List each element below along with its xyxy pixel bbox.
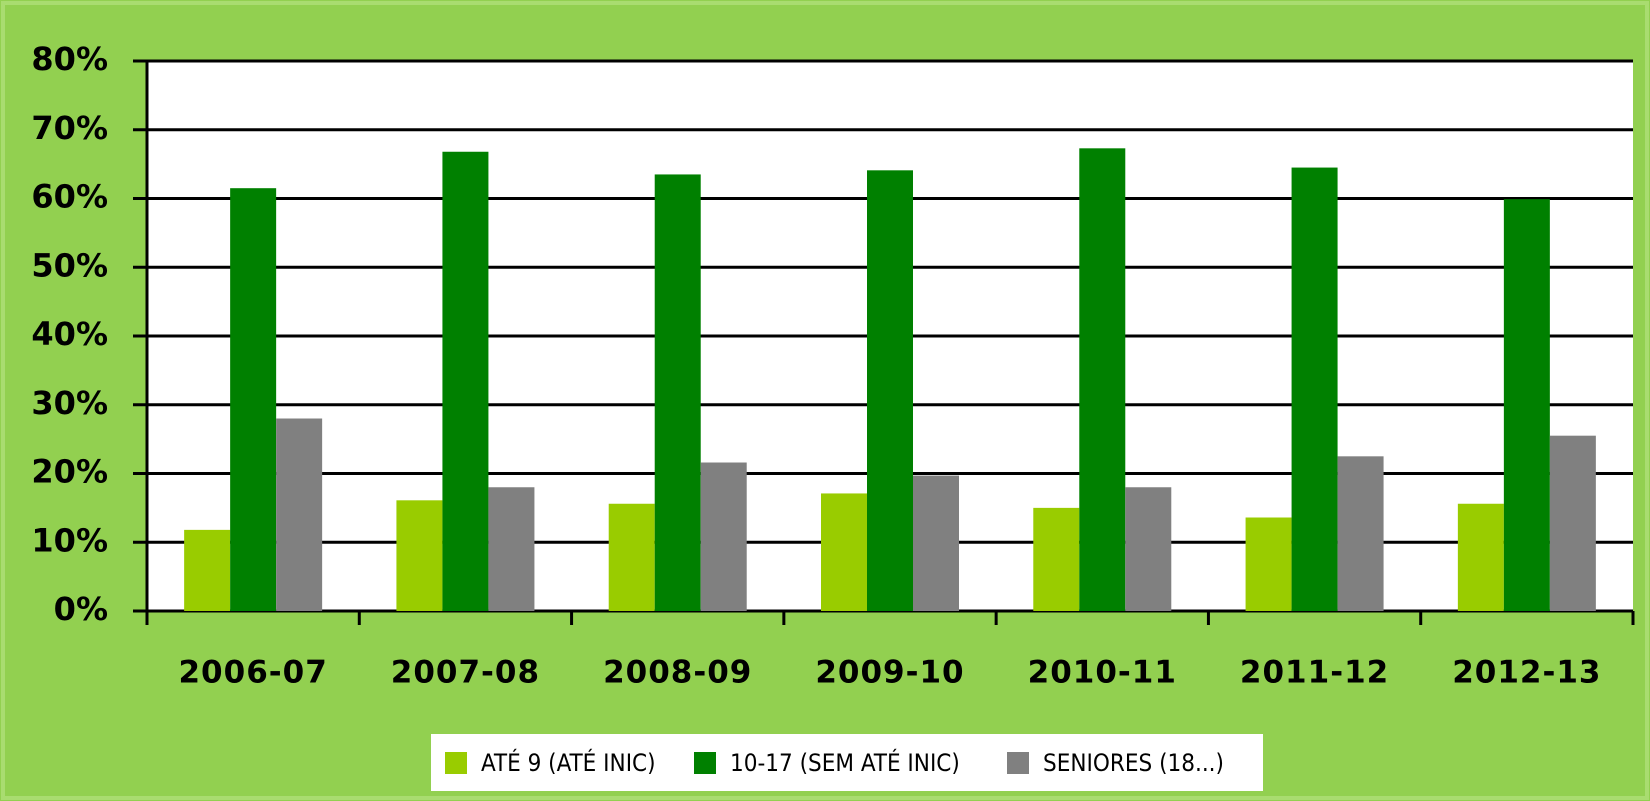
bar <box>1503 199 1550 611</box>
bar <box>608 503 655 611</box>
bar <box>1245 517 1292 611</box>
x-tick-label: 2010-11 <box>1028 655 1177 691</box>
y-tick-label: 20% <box>31 453 108 491</box>
legend-label: ATÉ 9 (ATÉ INIC) <box>481 748 656 777</box>
bar <box>1457 503 1504 611</box>
bar <box>230 188 277 611</box>
legend-label: SENIORES (18...) <box>1043 749 1224 777</box>
bar <box>1033 507 1080 611</box>
bar <box>867 170 913 611</box>
legend-swatch <box>1007 752 1029 774</box>
bar <box>184 529 231 611</box>
y-tick-label: 10% <box>31 521 108 559</box>
bar <box>1125 487 1172 611</box>
bar <box>276 418 323 611</box>
x-tick-label: 2009-10 <box>815 655 964 691</box>
bar <box>396 500 443 611</box>
bar <box>1079 148 1126 611</box>
bar <box>821 493 867 611</box>
bar <box>488 487 535 611</box>
x-tick-label: 2008-09 <box>603 655 752 691</box>
bar <box>1549 435 1596 611</box>
x-tick-label: 2011-12 <box>1240 655 1389 691</box>
y-tick-label: 60% <box>31 178 108 216</box>
bar <box>913 475 959 611</box>
bar <box>1291 167 1338 611</box>
y-tick-label: 30% <box>31 384 108 422</box>
legend-swatch <box>694 752 716 774</box>
bar <box>700 462 747 611</box>
x-tick-label: 2012-13 <box>1452 655 1601 691</box>
x-tick-label: 2007-08 <box>391 655 540 691</box>
x-tick-label: 2006-07 <box>178 655 327 691</box>
y-tick-label: 80% <box>31 40 108 78</box>
y-tick-label: 70% <box>31 109 108 147</box>
legend-box <box>431 734 1263 791</box>
legend-label: 10-17 (SEM ATÉ INIC) <box>730 748 960 777</box>
bar <box>654 174 701 611</box>
y-tick-label: 40% <box>31 315 108 353</box>
legend-swatch <box>445 752 467 774</box>
bar <box>442 151 489 611</box>
y-tick-label: 0% <box>54 590 108 628</box>
bar <box>1337 456 1384 611</box>
y-tick-label: 50% <box>31 246 108 284</box>
